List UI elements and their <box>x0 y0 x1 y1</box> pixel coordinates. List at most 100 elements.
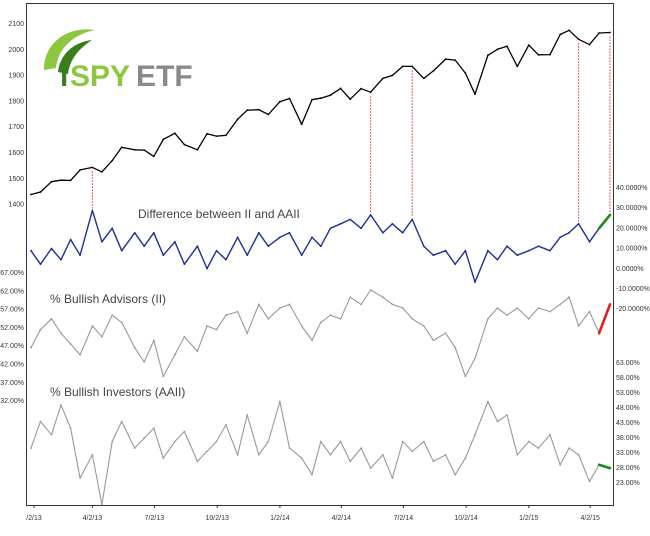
investors-y-tick-label: 43.00% <box>616 420 640 427</box>
spx-data-point <box>267 113 270 116</box>
investors-data-point <box>549 433 551 436</box>
difference-data-point <box>349 218 352 221</box>
spx-data-point <box>30 193 32 196</box>
investors-data-point <box>369 467 372 469</box>
difference-data-point <box>91 209 94 212</box>
investors-latest-highlight <box>597 463 612 470</box>
spx-data-point <box>133 148 136 151</box>
investors-data-point <box>577 453 580 456</box>
spx-data-point <box>506 45 508 48</box>
difference-data-point <box>339 222 342 225</box>
difference-data-point <box>537 245 540 248</box>
spx-data-point <box>279 100 281 103</box>
advisors-data-point <box>162 375 165 378</box>
advisors-data-point <box>329 314 332 317</box>
advisors-data-point <box>549 310 551 313</box>
spx-data-point <box>246 109 249 112</box>
difference-data-point <box>391 222 394 225</box>
investors-data-point <box>174 440 176 443</box>
spx-data-point <box>152 155 155 158</box>
spx-data-point <box>588 43 591 46</box>
difference-data-point <box>329 227 332 230</box>
investors-panel-title: % Bullish Investors (AAII) <box>50 385 185 399</box>
difference-data-point <box>39 263 42 266</box>
investors-data-point <box>559 463 562 466</box>
spx-data-point <box>516 65 519 68</box>
spx-data-point <box>183 143 186 146</box>
difference-data-point <box>382 231 384 234</box>
advisors-y-tick-label: 52.00% <box>0 325 24 332</box>
advisors-data-point <box>267 317 270 320</box>
investors-data-point <box>79 477 81 479</box>
logo-swoosh-icon <box>44 29 95 70</box>
difference-data-point <box>225 258 227 261</box>
investors-data-point <box>60 404 62 406</box>
advisors-data-point <box>288 303 291 306</box>
difference-data-point <box>496 258 499 261</box>
spx-data-point <box>174 132 176 135</box>
advisors-data-point <box>369 289 372 291</box>
advisors-data-point <box>39 328 42 331</box>
investors-data-point <box>382 453 384 456</box>
investors-data-point <box>236 453 239 456</box>
investors-data-point <box>527 440 530 443</box>
spx-y-tick-label: 1600 <box>8 150 24 157</box>
investors-data-point <box>162 457 165 459</box>
spx-y-tick-label: 1700 <box>8 124 24 131</box>
advisors-data-point <box>174 353 176 356</box>
advisors-data-point <box>464 375 467 378</box>
investors-data-point <box>143 437 146 439</box>
difference-data-point <box>152 231 155 234</box>
spx-data-point <box>537 53 540 56</box>
x-tick-label: 1/2/14 <box>270 515 290 522</box>
spx-y-tick-label: 1800 <box>8 98 24 105</box>
advisors-y-tick-label: 47.00% <box>0 343 24 350</box>
investors-data-point <box>411 450 414 453</box>
investors-data-point <box>311 473 313 476</box>
investors-data-point <box>319 440 322 443</box>
investors-data-point <box>120 420 123 423</box>
difference-data-point <box>487 249 489 252</box>
spx-data-point <box>143 149 146 152</box>
spx-data-point <box>568 29 570 32</box>
difference-data-point <box>411 218 414 221</box>
investors-y-tick-label: 63.00% <box>616 360 640 367</box>
advisors-data-point <box>246 332 249 335</box>
difference-data-point <box>79 254 81 257</box>
investors-data-point <box>69 427 72 430</box>
spx-data-point <box>257 108 260 111</box>
spx-data-point <box>215 135 218 138</box>
difference-data-point <box>183 263 186 266</box>
investors-data-point <box>257 453 260 456</box>
difference-data-point <box>444 249 447 252</box>
spx-data-point <box>369 91 372 94</box>
spx-data-point <box>549 53 551 56</box>
investors-data-point <box>91 453 94 456</box>
investors-data-point <box>279 400 281 403</box>
advisors-y-tick-label: 32.00% <box>0 398 24 405</box>
difference-data-point <box>215 249 218 252</box>
spx-y-tick-label: 1500 <box>8 176 24 183</box>
difference-data-point <box>267 245 270 248</box>
advisors-data-point <box>577 325 580 327</box>
advisors-data-point <box>225 314 227 317</box>
investors-data-point <box>206 450 208 453</box>
difference-data-point <box>527 249 530 252</box>
x-tick-label: 4/2/13 <box>83 515 103 522</box>
x-tick-label: 7/2/13 <box>145 515 165 522</box>
advisors-data-point <box>349 296 352 299</box>
spx-data-point <box>111 159 114 162</box>
difference-y-tick-label: -20.0000% <box>616 306 650 313</box>
difference-data-point <box>60 258 62 261</box>
difference-data-point <box>101 240 103 243</box>
ispyetf-logo: i SPY ETF <box>44 29 193 93</box>
investors-data-point <box>329 453 332 456</box>
spx-data-point <box>487 54 489 57</box>
investors-data-point <box>516 453 519 456</box>
difference-y-tick-label: 30.0000% <box>616 205 648 212</box>
advisors-data-point <box>30 346 32 349</box>
spx-data-point <box>559 33 562 36</box>
investors-data-point <box>391 477 394 479</box>
spx-data-point <box>329 94 332 97</box>
advisors-data-point <box>432 339 435 342</box>
